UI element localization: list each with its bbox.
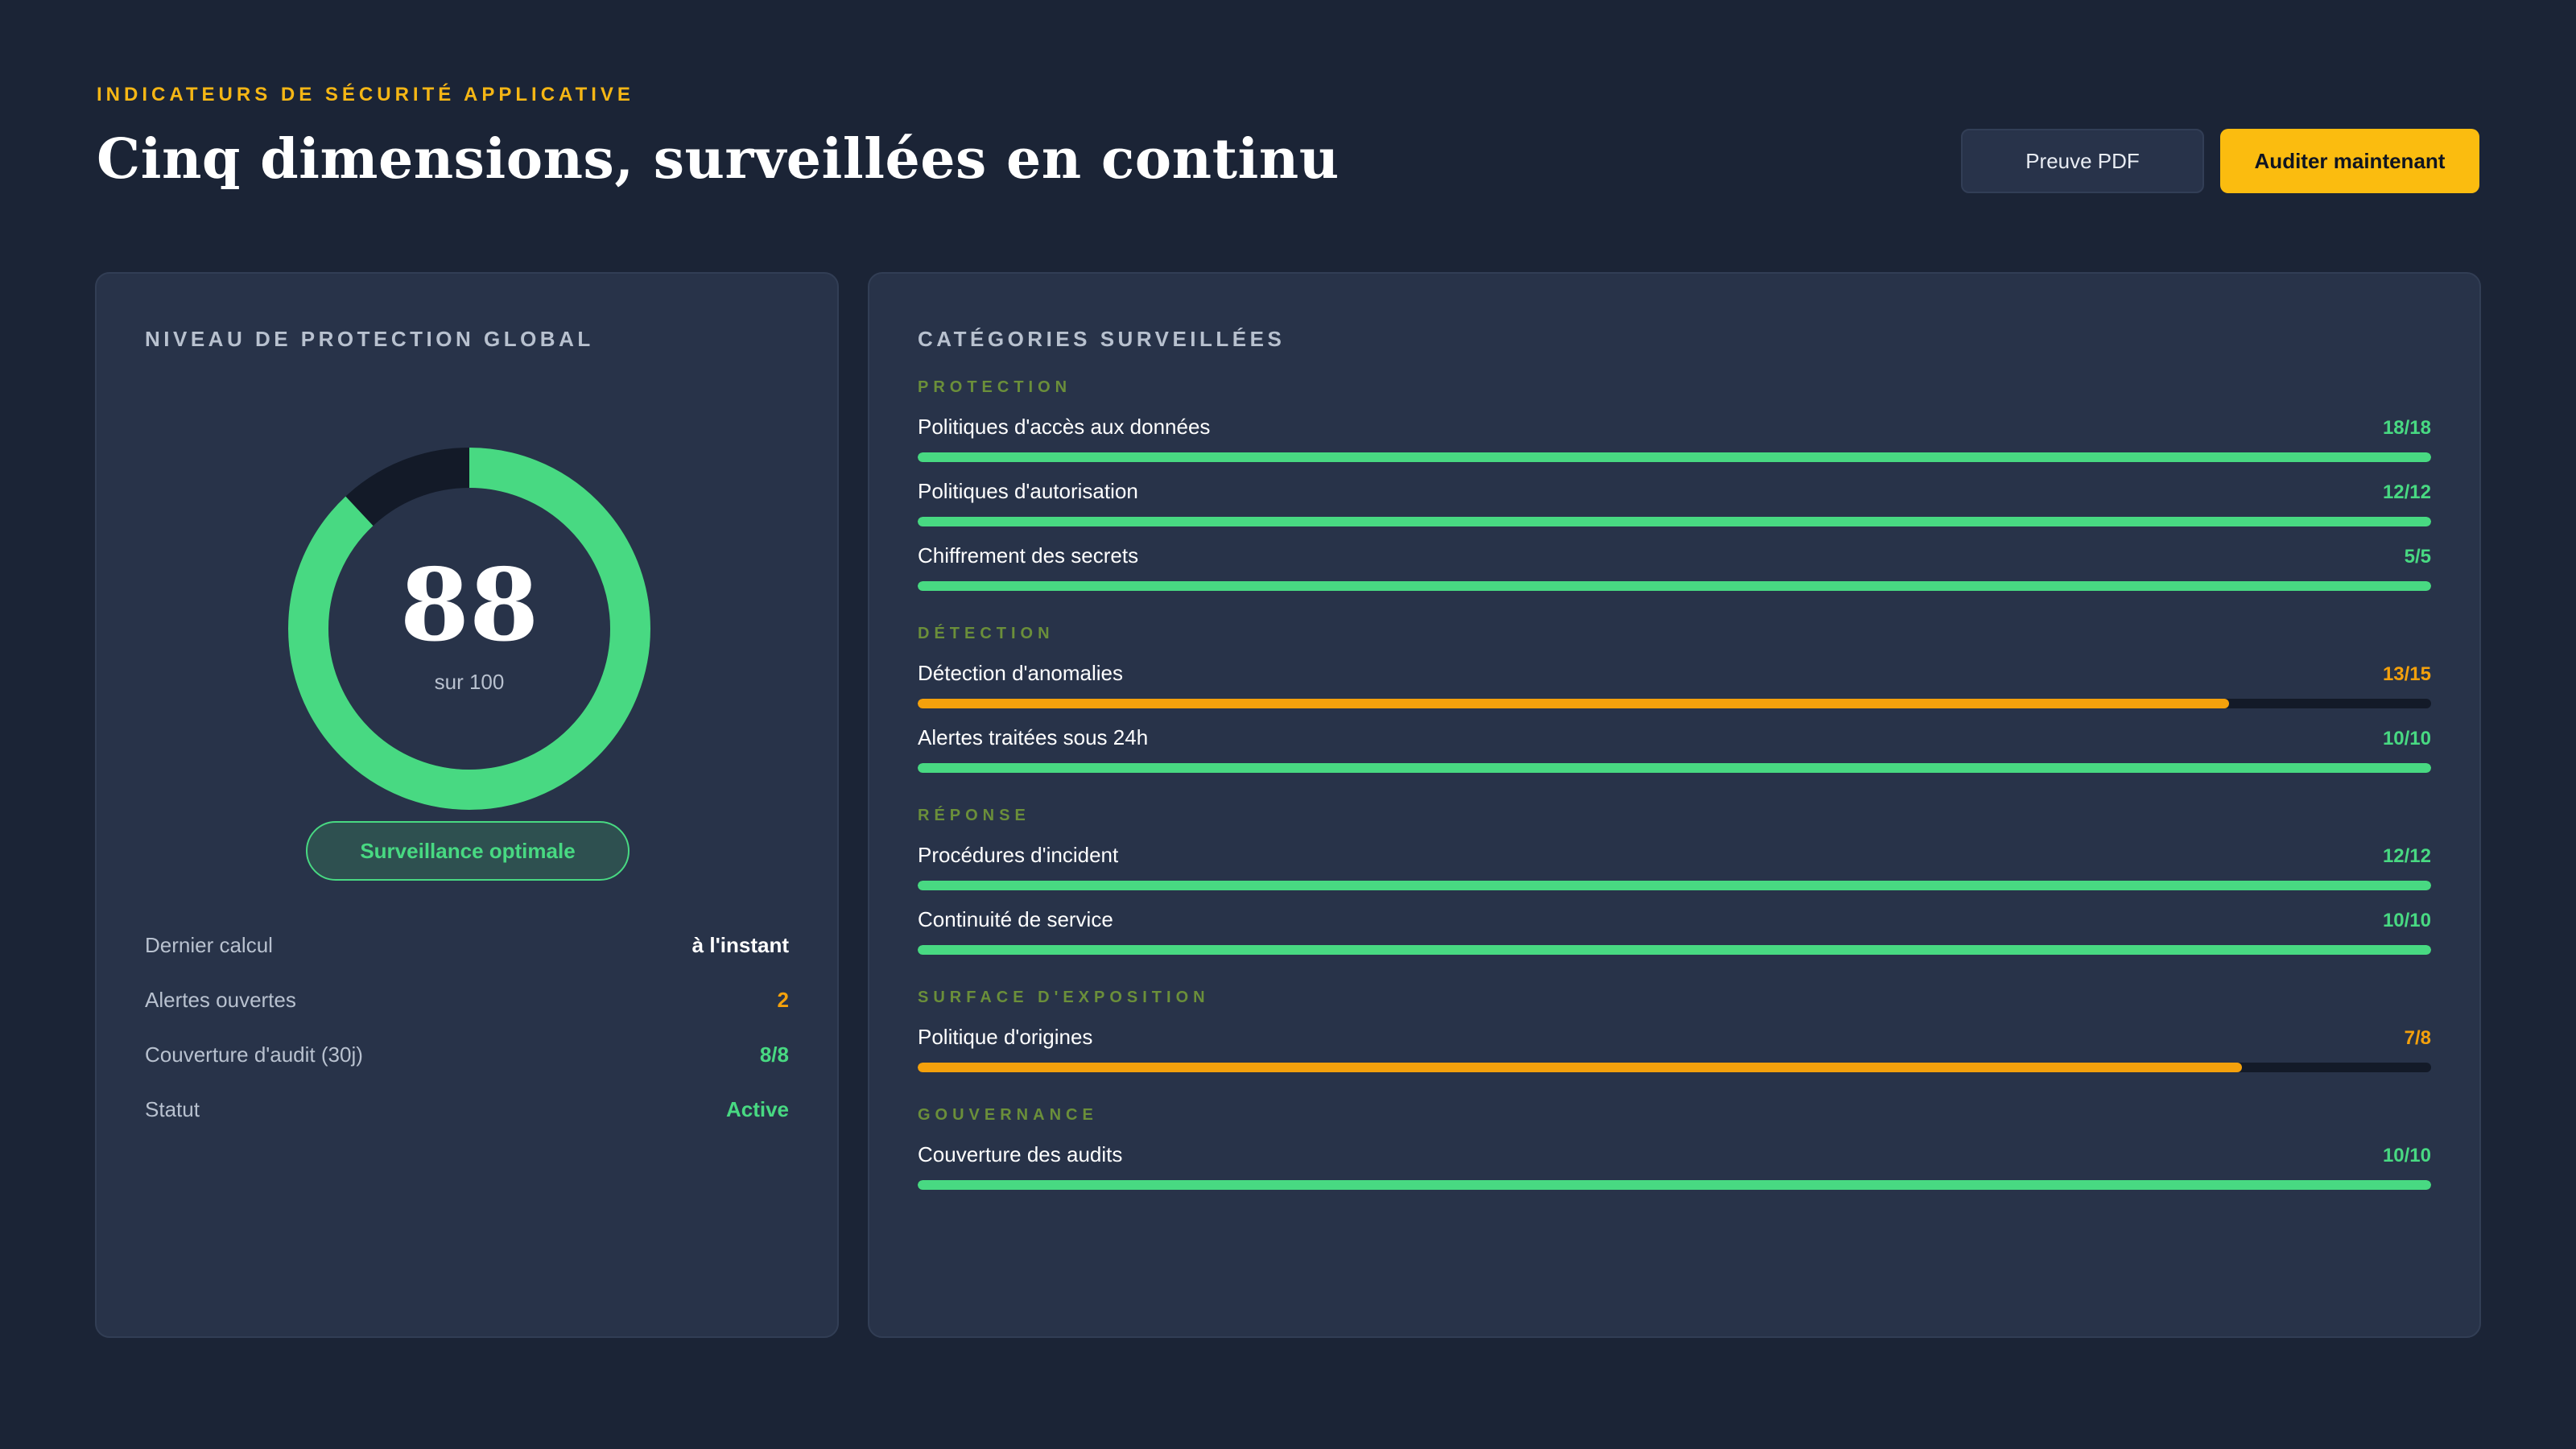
score-max-label: sur 100 [434, 670, 505, 694]
category-score: 10/10 [2382, 728, 2431, 749]
progress-bar-track [918, 945, 2431, 955]
categories-list: PROTECTION Politiques d'accès aux données… [918, 378, 2431, 1199]
protection-level-title: NIVEAU DE PROTECTION GLOBAL [145, 327, 594, 351]
progress-bar-fill [918, 1180, 2431, 1190]
progress-bar-track [918, 452, 2431, 462]
category-name: Continuité de service [918, 907, 1113, 931]
progress-bar-track [918, 699, 2431, 708]
protection-level-card: NIVEAU DE PROTECTION GLOBAL 88 sur 100 S… [95, 272, 839, 1338]
gauge-fill [288, 448, 650, 810]
category-group-label: RÉPONSE [918, 807, 1030, 824]
header-actions: Preuve PDF Auditer maintenant [1961, 129, 2479, 193]
stat-value: à l'instant [691, 932, 789, 957]
stat-label: Alertes ouvertes [145, 987, 296, 1012]
category-name: Alertes traitées sous 24h [918, 725, 1149, 749]
category-row: Politique d'origines 7/8 [918, 1018, 2431, 1050]
category-item: Politiques d'autorisation 12/12 [918, 472, 2431, 536]
monitored-categories-card: CATÉGORIES SURVEILLÉES PROTECTION Politiq… [868, 272, 2481, 1338]
category-item: Couverture des audits 10/10 [918, 1135, 2431, 1199]
page-header: INDICATEURS DE SÉCURITÉ APPLICATIVE Cinq… [97, 84, 2479, 204]
category-group-label: PROTECTION [918, 378, 1072, 396]
progress-bar-track [918, 1063, 2431, 1072]
category-name: Détection d'anomalies [918, 661, 1123, 685]
category-item: Chiffrement des secrets 5/5 [918, 536, 2431, 601]
stat-value: 2 [777, 987, 789, 1012]
overview-stats: Dernier calcul à l'instant Alertes ouver… [145, 918, 789, 1137]
stat-value: 8/8 [759, 1042, 789, 1067]
category-score: 12/12 [2382, 481, 2431, 503]
category-group-label: SURFACE D'EXPOSITION [918, 989, 1210, 1006]
score-value: 88 [399, 547, 539, 664]
progress-bar-track [918, 881, 2431, 890]
category-score: 18/18 [2382, 417, 2431, 439]
progress-bar-fill [918, 699, 2230, 708]
progress-bar-fill [918, 763, 2431, 773]
category-score: 10/10 [2382, 910, 2431, 931]
progress-bar-fill [918, 881, 2431, 890]
category-item: Détection d'anomalies 13/15 [918, 654, 2431, 718]
progress-bar-fill [918, 517, 2431, 526]
page-eyebrow: INDICATEURS DE SÉCURITÉ APPLICATIVE [97, 84, 634, 105]
category-score: 5/5 [2404, 546, 2431, 568]
category-item: Procédures d'incident 12/12 [918, 836, 2431, 900]
category-name: Politiques d'accès aux données [918, 415, 1211, 439]
category-name: Couverture des audits [918, 1142, 1123, 1166]
progress-bar-fill [918, 1063, 2242, 1072]
category-item: Politiques d'accès aux données 18/18 [918, 407, 2431, 472]
category-row: Chiffrement des secrets 5/5 [918, 536, 2431, 568]
category-name: Politique d'origines [918, 1025, 1093, 1049]
stat-row-audit-coverage: Couverture d'audit (30j) 8/8 [145, 1027, 789, 1082]
stat-row-status: Statut Active [145, 1082, 789, 1137]
progress-bar-fill [918, 581, 2431, 591]
category-name: Procédures d'incident [918, 843, 1119, 867]
stat-label: Dernier calcul [145, 932, 273, 957]
categories-title: CATÉGORIES SURVEILLÉES [918, 327, 1286, 351]
status-badge: Surveillance optimale [306, 821, 630, 881]
category-row: Procédures d'incident 12/12 [918, 836, 2431, 868]
progress-bar-fill [918, 452, 2431, 462]
progress-bar-track [918, 581, 2431, 591]
category-row: Politiques d'autorisation 12/12 [918, 472, 2431, 504]
stat-value: Active [725, 1096, 789, 1121]
progress-bar-track [918, 1180, 2431, 1190]
category-row: Politiques d'accès aux données 18/18 [918, 407, 2431, 440]
category-item: Continuité de service 10/10 [918, 900, 2431, 964]
stat-label: Statut [145, 1096, 200, 1121]
category-item: Alertes traitées sous 24h 10/10 [918, 718, 2431, 782]
category-name: Politiques d'autorisation [918, 479, 1138, 503]
category-row: Détection d'anomalies 13/15 [918, 654, 2431, 686]
category-item: Politique d'origines 7/8 [918, 1018, 2431, 1082]
page-title: Cinq dimensions, surveillées en continu [97, 127, 1340, 192]
category-row: Alertes traitées sous 24h 10/10 [918, 718, 2431, 750]
progress-bar-track [918, 763, 2431, 773]
category-score: 12/12 [2382, 845, 2431, 867]
pdf-proof-button[interactable]: Preuve PDF [1961, 129, 2204, 193]
category-row: Couverture des audits 10/10 [918, 1135, 2431, 1167]
stat-row-open-alerts: Alertes ouvertes 2 [145, 972, 789, 1027]
audit-now-button[interactable]: Auditer maintenant [2220, 129, 2479, 193]
progress-bar-fill [918, 945, 2431, 955]
category-row: Continuité de service 10/10 [918, 900, 2431, 932]
category-name: Chiffrement des secrets [918, 543, 1139, 568]
category-score: 13/15 [2382, 663, 2431, 685]
score-gauge-ring [288, 448, 650, 810]
category-score: 10/10 [2382, 1145, 2431, 1166]
category-score: 7/8 [2404, 1027, 2431, 1049]
score-gauge: 88 sur 100 [288, 448, 650, 810]
progress-bar-track [918, 517, 2431, 526]
category-group-label: DÉTECTION [918, 625, 1055, 642]
stat-row-last-calc: Dernier calcul à l'instant [145, 918, 789, 972]
category-group-label: GOUVERNANCE [918, 1106, 1098, 1124]
stat-label: Couverture d'audit (30j) [145, 1042, 363, 1067]
